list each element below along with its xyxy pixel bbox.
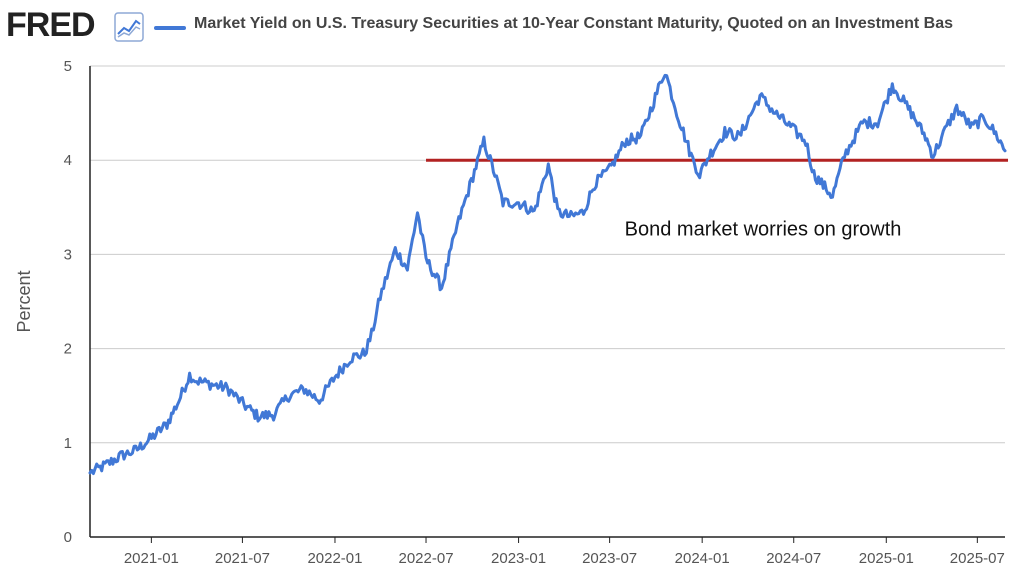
legend-swatch	[154, 26, 186, 30]
y-tick-label: 3	[64, 246, 72, 263]
y-tick-label: 2	[64, 341, 72, 358]
annotations: Bond market worries on growth	[625, 219, 902, 241]
series-line	[88, 73, 1007, 475]
x-tick-label: 2024-07	[766, 550, 821, 567]
y-tick-label: 5	[64, 58, 72, 75]
series-layer	[88, 73, 1007, 475]
x-tick-label: 2021-01	[124, 550, 179, 567]
x-tick-label: 2025-07	[950, 550, 1005, 567]
y-tick-label: 0	[64, 529, 72, 546]
fred-logo[interactable]: FRED	[6, 6, 96, 44]
x-tick-label: 2022-01	[307, 550, 362, 567]
y-tick-label: 4	[64, 152, 72, 169]
x-tick-label: 2024-01	[675, 550, 730, 567]
axis-labels: 0 1 2 3 4 5 2021-01 2021-07 2022-01 2022-07 2023-0…	[14, 58, 1005, 567]
annotation-text: Bond market worries on growth	[625, 219, 902, 241]
x-tick-label: 2021-07	[215, 550, 270, 567]
y-tick-label: 1	[64, 435, 72, 452]
chart-title: Market Yield on U.S. Treasury Securities…	[194, 15, 954, 32]
chart-header: FRED Market Yield on U.S. Treasury Secur…	[0, 0, 1024, 56]
y-axis-title: Percent	[14, 270, 34, 332]
x-tick-label: 2025-01	[859, 550, 914, 567]
x-tick-label: 2022-07	[398, 550, 453, 567]
x-tick-label: 2023-01	[491, 550, 546, 567]
line-chart-icon	[114, 12, 144, 42]
x-tick-label: 2023-07	[582, 550, 637, 567]
axes	[89, 66, 1005, 543]
